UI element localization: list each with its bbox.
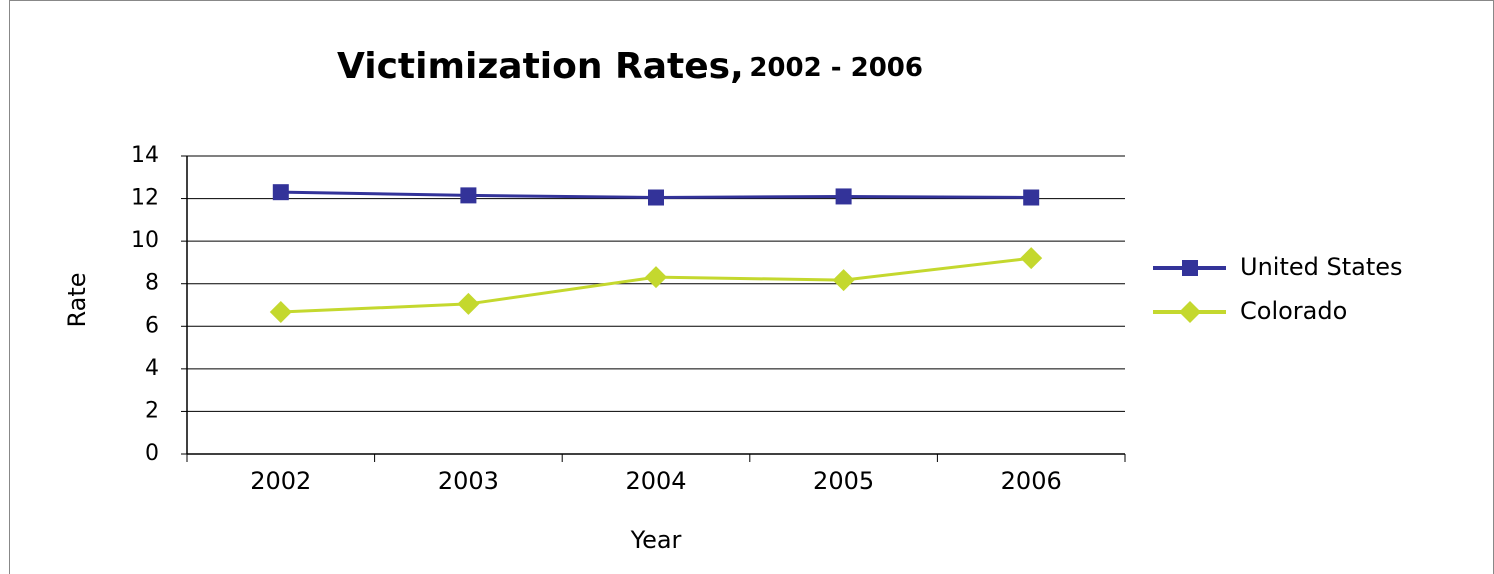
marker (648, 189, 664, 206)
chart-subtitle: 2002 - 2006 (749, 53, 923, 83)
marker (460, 187, 477, 204)
x-tick-label: 2004 (625, 467, 686, 495)
x-tick-label: 2006 (1001, 467, 1062, 495)
chart-title-group: Victimization Rates, 2002 - 2006 (337, 46, 923, 87)
y-tick-label: 8 (145, 271, 159, 296)
marker (1023, 189, 1040, 206)
legend-label: United States (1240, 253, 1403, 281)
marker (457, 292, 480, 315)
y-tick-label: 10 (131, 228, 159, 253)
marker (272, 184, 289, 201)
x-axis-label: Year (630, 526, 682, 554)
legend-marker (1179, 301, 1201, 323)
y-tick-label: 0 (145, 441, 159, 466)
marker (1020, 247, 1043, 270)
marker (269, 301, 292, 324)
y-tick-label: 14 (131, 143, 159, 168)
chart-title: Victimization Rates, (337, 46, 744, 87)
y-axis-label: Rate (63, 272, 91, 327)
y-tick-label: 2 (145, 398, 159, 423)
x-tick-label: 2005 (813, 467, 874, 495)
marker (645, 266, 667, 289)
marker (835, 188, 852, 205)
y-tick-label: 12 (131, 186, 159, 211)
legend-label: Colorado (1240, 297, 1347, 325)
legend-marker (1182, 260, 1198, 276)
y-tick-label: 4 (145, 356, 159, 381)
marker (832, 269, 855, 292)
y-tick-label: 6 (145, 313, 159, 338)
x-tick-label: 2002 (250, 467, 311, 495)
x-tick-label: 2003 (438, 467, 499, 495)
chart-frame (9, 0, 1494, 574)
